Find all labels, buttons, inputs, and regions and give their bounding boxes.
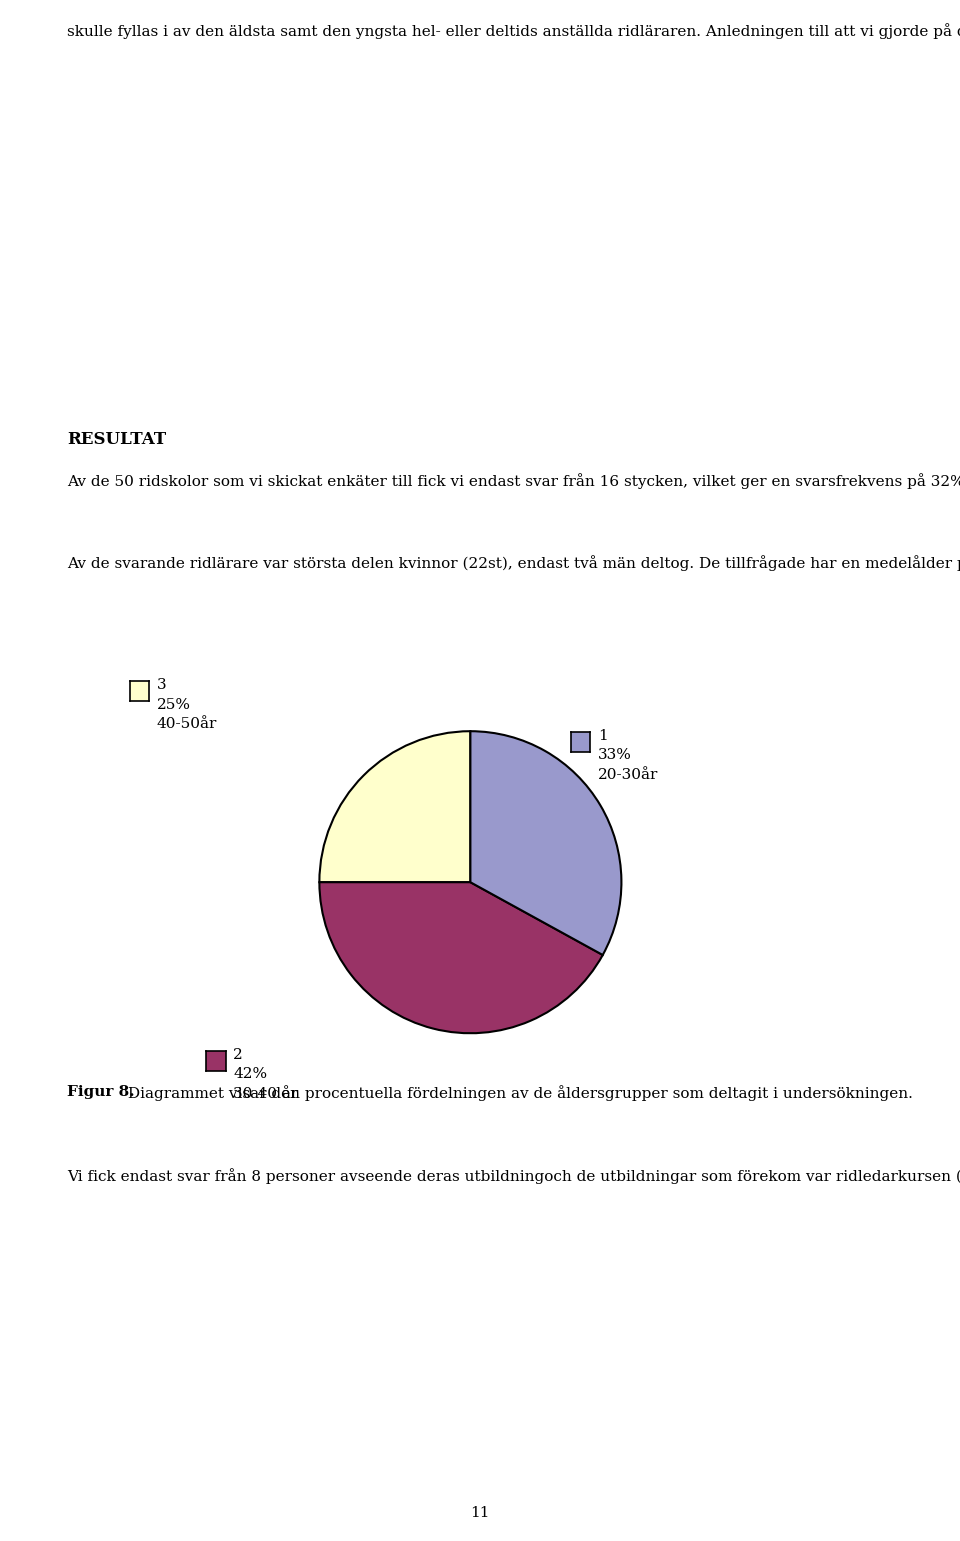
Text: 3
25%
40-50år: 3 25% 40-50år	[156, 678, 217, 730]
Text: Av de svarande ridlärare var största delen kvinnor (22st), endast två män deltog: Av de svarande ridlärare var största del…	[67, 555, 960, 570]
Text: 11: 11	[470, 1506, 490, 1521]
Text: Diagrammet visar den procentuella fördelningen av de åldersgrupper som deltagit : Diagrammet visar den procentuella fördel…	[123, 1085, 913, 1100]
Text: skulle fyllas i av den äldsta samt den yngsta hel- eller deltids anställda ridlä: skulle fyllas i av den äldsta samt den y…	[67, 23, 960, 39]
Text: Figur 8.: Figur 8.	[67, 1085, 134, 1099]
Wedge shape	[470, 732, 621, 955]
Text: Av de 50 ridskolor som vi skickat enkäter till fick vi endast svar från 16 styck: Av de 50 ridskolor som vi skickat enkäte…	[67, 473, 960, 488]
Text: RESULTAT: RESULTAT	[67, 431, 166, 448]
Text: 2
42%
30-40 år: 2 42% 30-40 år	[233, 1048, 299, 1100]
Wedge shape	[320, 732, 470, 881]
Text: 1
33%
20-30år: 1 33% 20-30år	[598, 729, 659, 781]
Text: Vi fick endast svar från 8 personer avseende deras utbildningoch de utbildningar: Vi fick endast svar från 8 personer avse…	[67, 1168, 960, 1183]
Wedge shape	[320, 881, 603, 1032]
